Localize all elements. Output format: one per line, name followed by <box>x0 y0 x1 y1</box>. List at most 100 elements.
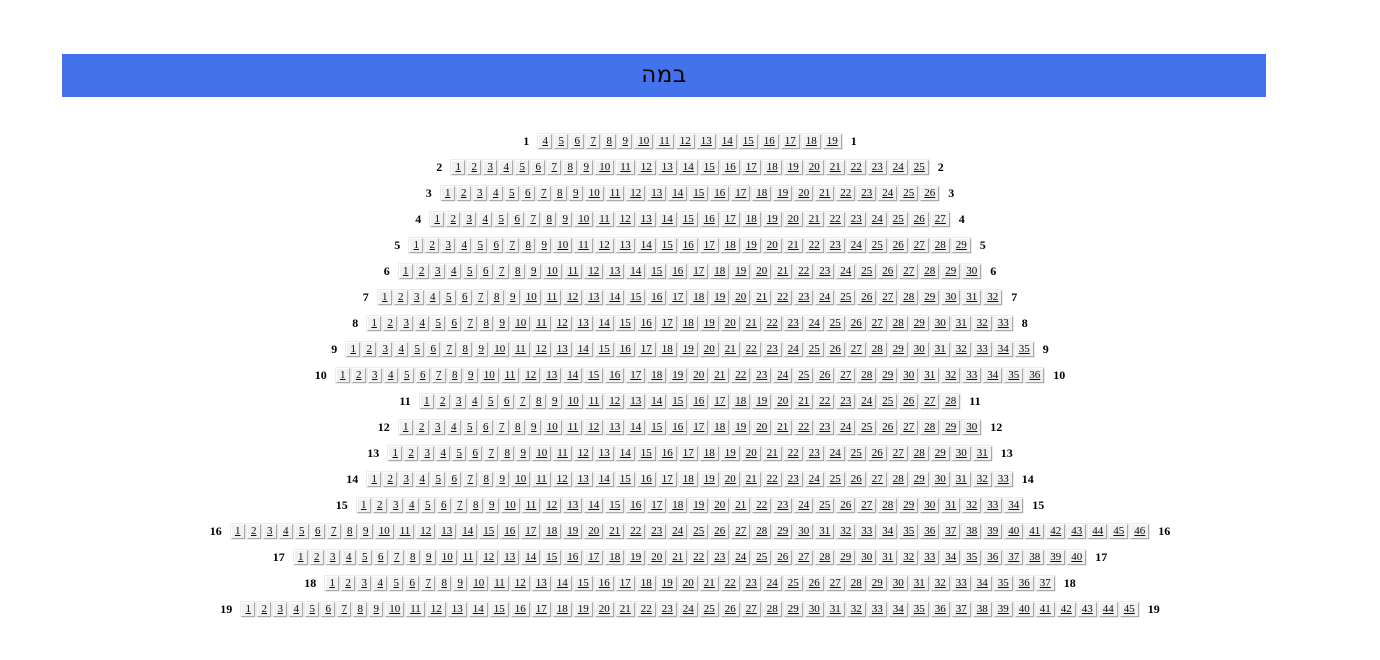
seat-button[interactable]: 28 <box>857 367 877 383</box>
seat-button[interactable]: 27 <box>731 523 751 539</box>
seat-button[interactable]: 1 <box>293 549 308 565</box>
seat-button[interactable]: 9 <box>358 523 373 539</box>
seat-button[interactable]: 28 <box>941 393 961 409</box>
seat-button[interactable]: 15 <box>594 341 614 357</box>
seat-button[interactable]: 13 <box>636 211 656 227</box>
seat-button[interactable]: 22 <box>825 211 845 227</box>
seat-button[interactable]: 3 <box>462 211 477 227</box>
seat-button[interactable]: 11 <box>616 159 635 175</box>
seat-button[interactable]: 23 <box>815 419 835 435</box>
seat-button[interactable]: 32 <box>846 601 866 617</box>
seat-button[interactable]: 1 <box>398 263 413 279</box>
seat-button[interactable]: 8 <box>542 211 557 227</box>
seat-button[interactable]: 13 <box>696 133 716 149</box>
seat-button[interactable]: 13 <box>605 419 625 435</box>
seat-button[interactable]: 22 <box>752 497 772 513</box>
seat-button[interactable]: 25 <box>836 289 856 305</box>
seat-button[interactable]: 14 <box>563 367 583 383</box>
seat-button[interactable]: 35 <box>899 523 919 539</box>
seat-button[interactable]: 23 <box>752 367 772 383</box>
seat-button[interactable]: 3 <box>420 445 435 461</box>
seat-button[interactable]: 4 <box>488 185 503 201</box>
seat-button[interactable]: 20 <box>773 393 793 409</box>
seat-button[interactable]: 9 <box>463 367 478 383</box>
seat-button[interactable]: 7 <box>463 315 478 331</box>
seat-button[interactable]: 5 <box>504 185 519 201</box>
seat-button[interactable]: 28 <box>920 419 940 435</box>
seat-button[interactable]: 12 <box>675 133 695 149</box>
seat-button[interactable]: 32 <box>983 289 1003 305</box>
seat-button[interactable]: 25 <box>857 419 877 435</box>
seat-button[interactable]: 2 <box>362 341 377 357</box>
seat-button[interactable]: 10 <box>553 237 573 253</box>
seat-button[interactable]: 29 <box>930 445 950 461</box>
seat-button[interactable]: 28 <box>899 289 919 305</box>
seat-button[interactable]: 26 <box>878 419 898 435</box>
seat-button[interactable]: 20 <box>720 315 740 331</box>
seat-button[interactable]: 7 <box>463 471 478 487</box>
seat-button[interactable]: 15 <box>584 367 604 383</box>
seat-button[interactable]: 19 <box>668 367 688 383</box>
seat-button[interactable]: 19 <box>699 471 719 487</box>
seat-button[interactable]: 31 <box>815 523 835 539</box>
seat-button[interactable]: 1 <box>440 185 455 201</box>
seat-button[interactable]: 25 <box>888 211 908 227</box>
seat-button[interactable]: 2 <box>257 601 272 617</box>
seat-button[interactable]: 1 <box>398 419 413 435</box>
seat-button[interactable]: 7 <box>473 289 488 305</box>
seat-button[interactable]: 10 <box>479 367 499 383</box>
seat-button[interactable]: 8 <box>521 237 536 253</box>
seat-button[interactable]: 35 <box>1004 367 1024 383</box>
seat-button[interactable]: 24 <box>668 523 688 539</box>
seat-button[interactable]: 27 <box>899 419 919 435</box>
seat-button[interactable]: 18 <box>752 185 772 201</box>
seat-button[interactable]: 17 <box>731 185 751 201</box>
seat-button[interactable]: 18 <box>710 263 730 279</box>
seat-button[interactable]: 42 <box>1056 601 1076 617</box>
seat-button[interactable]: 30 <box>899 367 919 383</box>
seat-button[interactable]: 17 <box>636 341 656 357</box>
seat-button[interactable]: 3 <box>483 159 498 175</box>
seat-button[interactable]: 8 <box>437 575 452 591</box>
seat-button[interactable]: 26 <box>836 497 856 513</box>
seat-button[interactable]: 7 <box>421 575 436 591</box>
seat-button[interactable]: 27 <box>846 341 866 357</box>
seat-button[interactable]: 5 <box>420 497 435 513</box>
seat-button[interactable]: 11 <box>584 393 604 409</box>
seat-button[interactable]: 15 <box>738 133 758 149</box>
seat-button[interactable]: 11 <box>563 263 583 279</box>
seat-button[interactable]: 12 <box>426 601 446 617</box>
seat-button[interactable]: 13 <box>647 185 667 201</box>
seat-button[interactable]: 10 <box>563 393 583 409</box>
seat-button[interactable]: 31 <box>972 445 992 461</box>
seat-button[interactable]: 8 <box>602 133 617 149</box>
seat-button[interactable]: 34 <box>983 367 1003 383</box>
seat-button[interactable]: 30 <box>920 497 940 513</box>
seat-button[interactable]: 20 <box>584 523 604 539</box>
seat-button[interactable]: 12 <box>573 445 593 461</box>
seat-button[interactable]: 10 <box>490 341 510 357</box>
seat-button[interactable]: 3 <box>441 237 456 253</box>
seat-button[interactable]: 4 <box>394 341 409 357</box>
seat-button[interactable]: 9 <box>474 341 489 357</box>
seat-button[interactable]: 38 <box>972 601 992 617</box>
seat-button[interactable]: 1 <box>367 471 382 487</box>
seat-button[interactable]: 19 <box>710 289 730 305</box>
seat-button[interactable]: 9 <box>505 289 520 305</box>
seat-button[interactable]: 32 <box>836 523 856 539</box>
seat-button[interactable]: 11 <box>458 549 478 565</box>
seat-button[interactable]: 23 <box>741 575 761 591</box>
seat-button[interactable]: 6 <box>478 419 493 435</box>
seat-button[interactable]: 26 <box>720 601 740 617</box>
seat-button[interactable]: 10 <box>532 445 552 461</box>
seat-button[interactable]: 8 <box>405 549 420 565</box>
seat-button[interactable]: 17 <box>657 471 677 487</box>
seat-button[interactable]: 2 <box>435 393 450 409</box>
seat-button[interactable]: 9 <box>421 549 436 565</box>
seat-button[interactable]: 22 <box>636 601 656 617</box>
seat-button[interactable]: 1 <box>409 237 424 253</box>
seat-button[interactable]: 3 <box>262 523 277 539</box>
seat-button[interactable]: 9 <box>558 211 573 227</box>
seat-button[interactable]: 23 <box>657 601 677 617</box>
seat-button[interactable]: 5 <box>515 159 530 175</box>
